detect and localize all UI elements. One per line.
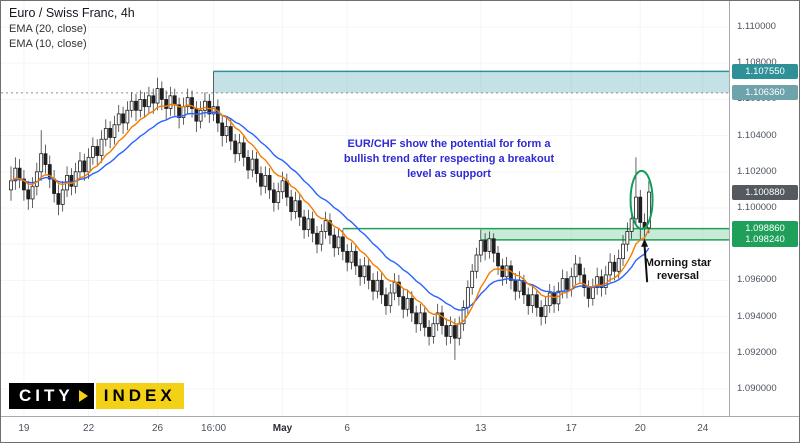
symbol-title[interactable]: Euro / Swiss Franc, 4h xyxy=(9,6,135,20)
time-tick-label: 13 xyxy=(475,423,487,434)
candles-layer xyxy=(9,71,651,360)
ema-10-line[interactable] xyxy=(10,103,650,325)
time-tick-label: 26 xyxy=(151,423,164,434)
highlight-ellipse[interactable] xyxy=(629,169,654,230)
time-tick-label: 19 xyxy=(18,423,30,434)
logo-triangle-icon xyxy=(78,390,88,402)
support-zone[interactable] xyxy=(480,228,729,240)
price-tick-label: 1.108000 xyxy=(737,57,777,69)
price-tick-label: 1.104000 xyxy=(737,129,777,141)
city-index-logo: CITY INDEX xyxy=(9,383,184,409)
logo-index-text: INDEX xyxy=(95,383,184,409)
price-badge: 1.107550 xyxy=(732,63,798,79)
time-tick-label: 24 xyxy=(697,423,709,434)
logo-city-text: CITY xyxy=(19,386,74,405)
resistance-zone[interactable] xyxy=(213,71,729,93)
time-axis[interactable]: 19 22 26 16:00 May 6 13 17 20 24 xyxy=(1,416,799,442)
ema-20-line[interactable] xyxy=(10,111,650,311)
chart-plot-area[interactable]: Euro / Swiss Franc, 4h EMA (20, close) E… xyxy=(1,1,729,416)
price-axis[interactable]: 1.1100001.1080001.1060001.1040001.102000… xyxy=(729,1,799,416)
logo-city-block: CITY xyxy=(9,383,94,409)
price-badge: 1.100880 xyxy=(732,184,798,200)
candlestick-chart[interactable] xyxy=(1,1,729,416)
price-tick-label: 1.094000 xyxy=(737,310,777,322)
legend: Euro / Swiss Franc, 4h EMA (20, close) E… xyxy=(9,6,135,52)
price-tick-label: 1.096000 xyxy=(737,274,777,286)
analysis-note: EUR/CHF show the potential for form a bu… xyxy=(343,138,555,180)
price-badge: 1.106360 xyxy=(732,85,798,101)
price-tick-label: 1.102000 xyxy=(737,165,777,177)
price-tick-label: 1.100000 xyxy=(737,201,777,213)
morning-star-arrowhead xyxy=(641,238,649,247)
time-tick-label: 6 xyxy=(344,423,350,434)
price-badge: 1.098240 xyxy=(732,232,798,248)
grid xyxy=(1,1,729,416)
price-tick-label: 1.092000 xyxy=(737,346,777,358)
time-tick-label: 16:00 xyxy=(201,423,227,434)
indicator-ema10-label[interactable]: EMA (10, close) xyxy=(9,38,87,50)
time-tick-label: 20 xyxy=(634,423,646,434)
morning-star-label: Morning star reversal xyxy=(644,257,712,282)
price-tick-label: 1.110000 xyxy=(737,21,776,33)
price-tick-label: 1.090000 xyxy=(737,382,777,394)
time-tick-label: May xyxy=(272,423,293,434)
indicator-ema20-label[interactable]: EMA (20, close) xyxy=(9,23,87,35)
morning-star-arrow xyxy=(643,245,649,283)
time-tick-label: 17 xyxy=(565,423,577,434)
time-tick-label: 22 xyxy=(83,423,95,434)
